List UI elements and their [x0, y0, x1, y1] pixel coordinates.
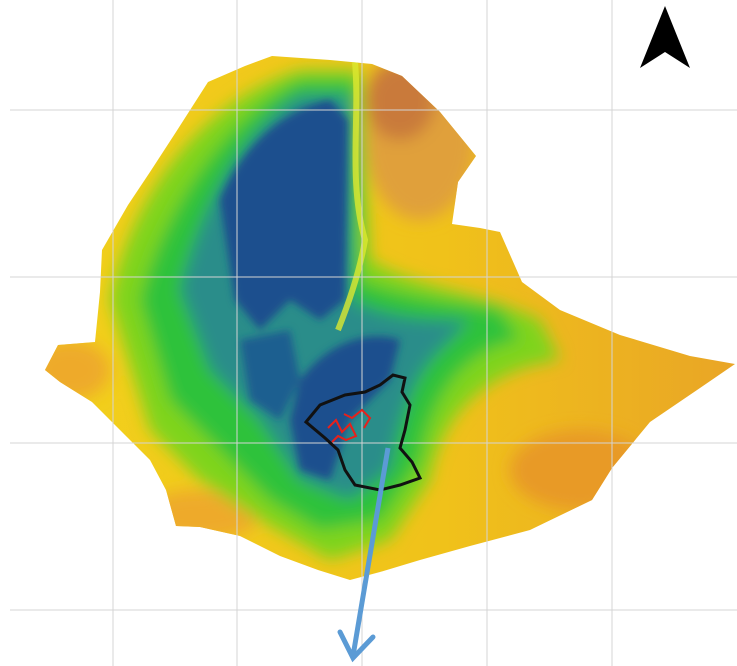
map — [0, 0, 737, 666]
page — [0, 0, 737, 666]
